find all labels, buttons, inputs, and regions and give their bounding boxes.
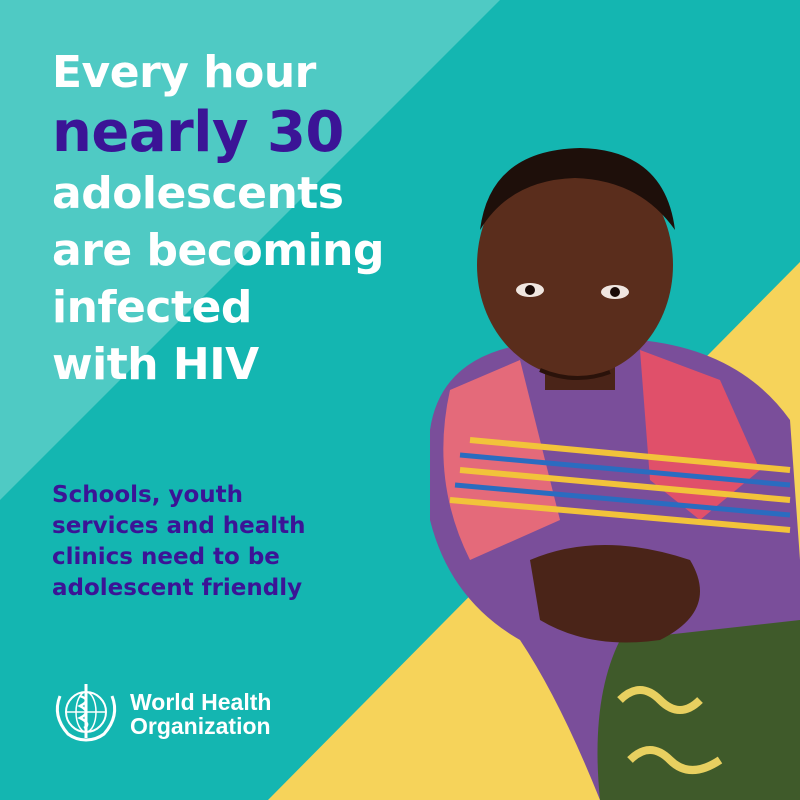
logo-line: Organization <box>130 713 271 739</box>
subtext-line: Schools, youth <box>52 482 244 508</box>
headline: Every hour nearly 30 adolescents are bec… <box>52 44 384 393</box>
subtext: Schools, youth services and health clini… <box>52 480 306 604</box>
who-emblem-icon <box>55 684 117 742</box>
who-logo: World Health Organization <box>50 682 271 746</box>
logo-line: World Health <box>130 689 272 715</box>
subtext-line: services and health <box>52 513 306 539</box>
subtext-line: adolescent friendly <box>52 575 303 601</box>
headline-line: with HIV <box>52 339 259 390</box>
light-diagonal-band <box>0 0 500 500</box>
headline-line: infected <box>52 282 252 333</box>
subtext-line: clinics need to be <box>52 544 280 570</box>
who-logo-text: World Health Organization <box>130 690 271 738</box>
headline-accent: nearly 30 <box>52 100 344 165</box>
headline-line: Every hour <box>52 47 316 98</box>
headline-line: adolescents <box>52 168 344 219</box>
headline-line: are becoming <box>52 225 384 276</box>
child-photo <box>430 148 800 800</box>
